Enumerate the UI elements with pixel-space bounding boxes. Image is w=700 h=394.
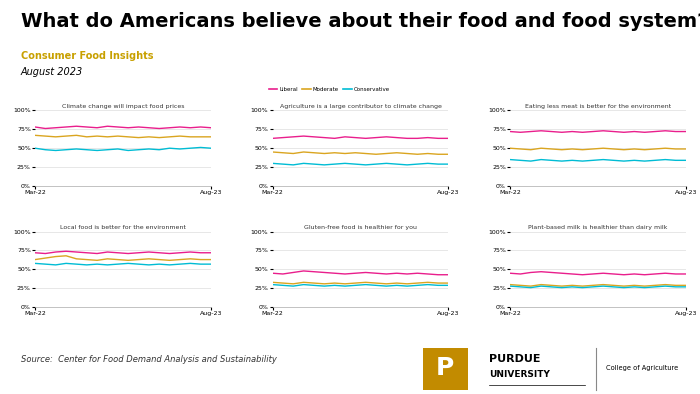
Text: College of Agriculture: College of Agriculture: [606, 365, 678, 372]
Legend: Liberal, Moderate, Conservative: Liberal, Moderate, Conservative: [267, 84, 393, 94]
Title: Plant-based milk is healthier than dairy milk: Plant-based milk is healthier than dairy…: [528, 225, 668, 230]
Title: Gluten-free food is healthier for you: Gluten-free food is healthier for you: [304, 225, 417, 230]
Text: Source:  Center for Food Demand Analysis and Sustainability: Source: Center for Food Demand Analysis …: [21, 355, 277, 364]
Text: August 2023: August 2023: [21, 67, 83, 77]
Title: Eating less meat is better for the environment: Eating less meat is better for the envir…: [525, 104, 671, 108]
Title: Local food is better for the environment: Local food is better for the environment: [60, 225, 186, 230]
Text: P: P: [436, 357, 454, 380]
Text: Consumer Food Insights: Consumer Food Insights: [21, 51, 153, 61]
Title: Agriculture is a large contributor to climate change: Agriculture is a large contributor to cl…: [279, 104, 442, 108]
Bar: [423, 348, 468, 390]
Text: What do Americans believe about their food and food system?: What do Americans believe about their fo…: [21, 12, 700, 31]
Title: Climate change will impact food prices: Climate change will impact food prices: [62, 104, 184, 108]
Text: PURDUE: PURDUE: [489, 354, 540, 364]
Text: UNIVERSITY: UNIVERSITY: [489, 370, 550, 379]
